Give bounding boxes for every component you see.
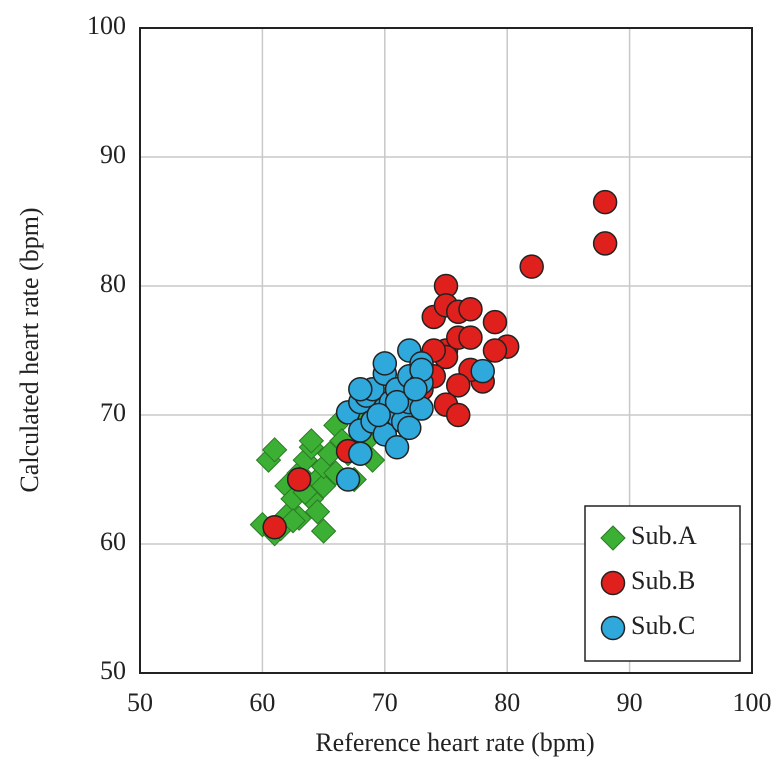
point — [304, 499, 331, 525]
point — [445, 402, 471, 428]
point — [397, 415, 422, 441]
legend-marker — [600, 525, 626, 551]
x-tick-label: 60 — [249, 688, 275, 717]
x-tick-label: 90 — [617, 688, 643, 717]
x-axis-label: Reference heart rate (bpm) — [315, 728, 594, 757]
point — [335, 467, 361, 492]
point — [519, 254, 544, 279]
point — [348, 441, 373, 466]
y-tick-label: 50 — [100, 656, 126, 685]
point — [310, 518, 337, 544]
point — [262, 514, 287, 540]
x-tick-label: 100 — [733, 688, 772, 717]
point — [470, 358, 495, 384]
point — [482, 309, 508, 335]
point — [384, 389, 410, 415]
point — [403, 376, 428, 402]
point — [348, 376, 373, 402]
x-tick-label: 70 — [372, 688, 398, 717]
legend-label: Sub.A — [631, 521, 697, 550]
y-tick-label: 100 — [87, 11, 126, 40]
y-tick-label: 90 — [100, 140, 126, 169]
legend-marker — [600, 615, 626, 641]
plot-border — [139, 27, 753, 674]
point — [366, 402, 391, 428]
point — [298, 428, 325, 454]
legend-label: Sub.C — [631, 611, 695, 640]
point — [482, 338, 508, 363]
point — [592, 231, 618, 256]
point — [280, 508, 306, 534]
point — [592, 189, 618, 215]
legend-marker — [600, 570, 626, 596]
y-tick-label: 60 — [100, 527, 126, 556]
y-axis-label: Calculated heart rate (bpm) — [15, 207, 44, 492]
point — [384, 435, 410, 460]
point — [286, 467, 312, 492]
y-tick-label: 80 — [100, 269, 126, 298]
legend-label: Sub.B — [631, 566, 695, 595]
point — [445, 373, 471, 398]
y-tick-label: 70 — [100, 398, 126, 427]
point — [458, 325, 483, 350]
point — [310, 473, 337, 499]
point — [372, 351, 398, 376]
x-tick-label: 80 — [494, 688, 520, 717]
x-tick-label: 50 — [127, 688, 153, 717]
point — [261, 437, 288, 463]
point — [458, 296, 483, 322]
